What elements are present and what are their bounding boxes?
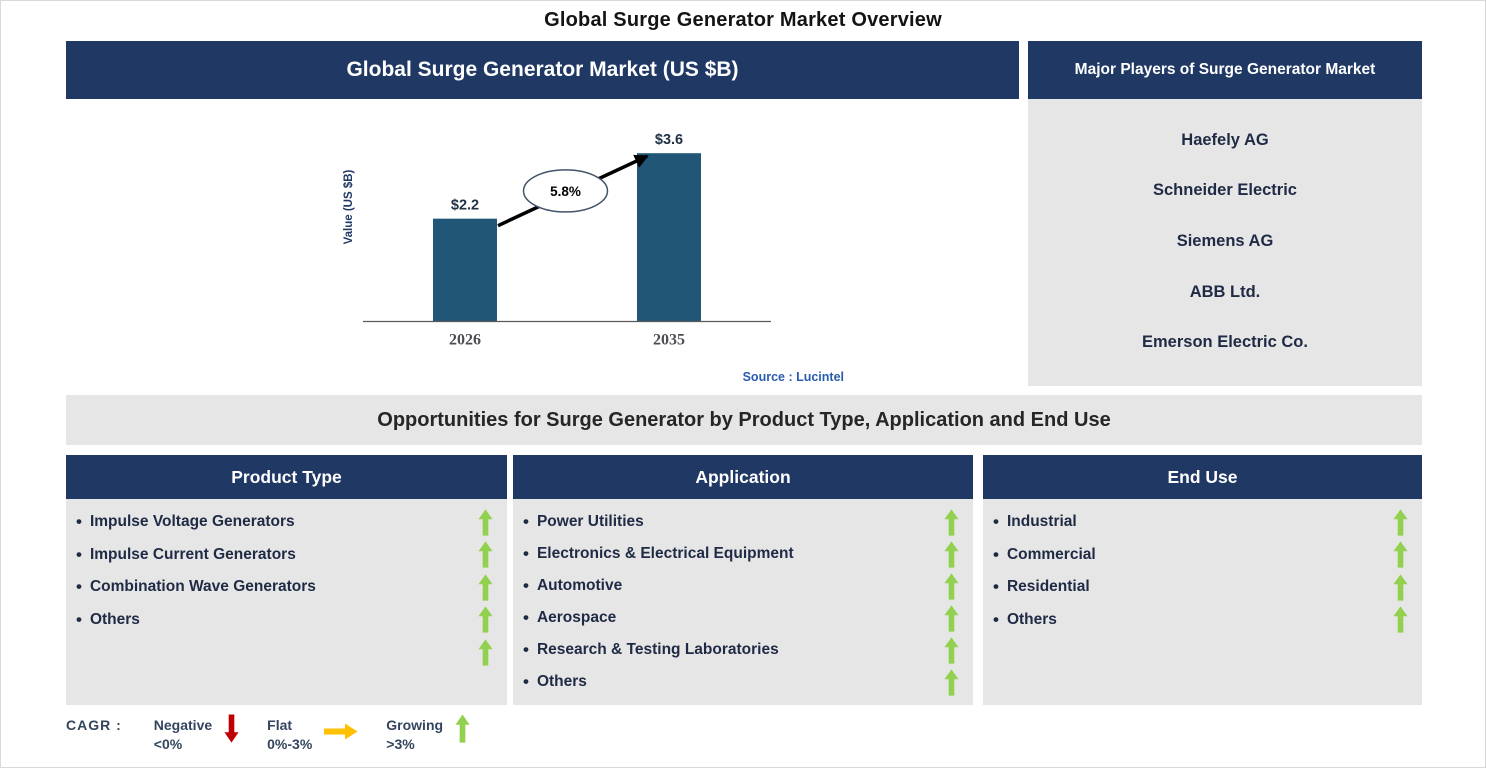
opportunities-banner: Opportunities for Surge Generator by Pro… — [66, 395, 1422, 445]
application-header: Application — [513, 455, 973, 499]
legend-entry-text: Negative <0% — [154, 713, 212, 754]
legend-entry-text: Growing >3% — [386, 713, 443, 754]
major-players-list: Haefely AG Schneider Electric Siemens AG… — [1028, 99, 1422, 386]
up-arrow-icon — [1393, 571, 1408, 604]
legend-entry-flat: Flat 0%-3% — [267, 713, 358, 754]
list-item: Automotive — [523, 570, 794, 602]
product-type-header: Product Type — [66, 455, 507, 499]
cagr-legend: CAGR : Negative <0% Flat 0%-3% Growing >… — [66, 713, 498, 754]
end-use-header: End Use — [983, 455, 1422, 499]
bar-value-label: $3.6 — [655, 132, 683, 148]
list-item: Power Utilities — [523, 506, 794, 538]
up-arrow-icon — [478, 539, 493, 572]
up-arrow-icon — [944, 602, 959, 634]
cagr-bubble — [522, 169, 609, 213]
major-players-header: Major Players of Surge Generator Market — [1028, 41, 1422, 99]
list-item: Others — [76, 604, 316, 637]
up-arrow-icon — [944, 666, 959, 698]
x-axis-tick-label: 2026 — [449, 332, 481, 349]
list-item: Combination Wave Generators — [76, 571, 316, 604]
up-arrow-icon — [944, 634, 959, 666]
up-arrow-icon — [1393, 604, 1408, 637]
right-arrow-icon — [324, 713, 358, 745]
bar-2026 — [433, 218, 497, 322]
list-item: Others — [993, 604, 1096, 637]
product-type-arrows — [478, 506, 493, 698]
up-arrow-icon — [1393, 506, 1408, 539]
list-item: Aerospace — [523, 602, 794, 634]
list-item: ABB Ltd. — [1189, 282, 1261, 301]
legend-entry-name: Negative — [153, 717, 213, 733]
major-players-header-label: Major Players of Surge Generator Market — [1074, 61, 1376, 78]
list-item: Residential — [993, 571, 1096, 604]
up-arrow-icon — [944, 538, 959, 570]
market-panel-header-label: Global Surge Generator Market (US $B) — [346, 58, 739, 81]
up-arrow-icon — [478, 506, 493, 539]
legend-entry-range: 0%-3% — [267, 736, 313, 752]
source-note: Source : Lucintel — [743, 370, 844, 384]
opportunities-banner-label: Opportunities for Surge Generator by Pro… — [377, 408, 1111, 431]
x-axis-tick-label: 2035 — [653, 332, 685, 349]
y-axis-label: Value (US $B) — [343, 169, 355, 244]
list-item: Emerson Electric Co. — [1142, 333, 1308, 352]
up-arrow-icon — [1393, 539, 1408, 572]
bar-2035 — [637, 153, 701, 322]
up-arrow-icon — [944, 506, 959, 538]
product-type-items: Impulse Voltage Generators Impulse Curre… — [76, 506, 316, 698]
down-arrow-icon — [224, 713, 239, 749]
list-item: Electronics & Electrical Equipment — [523, 538, 794, 570]
up-arrow-icon — [478, 571, 493, 604]
end-use-items: Industrial Commercial Residential Others — [993, 506, 1096, 698]
list-item: Commercial — [993, 539, 1096, 572]
list-item: Impulse Current Generators — [76, 539, 316, 572]
market-bar-chart: Value (US $B) $2.2 2026 $3.6 2035 5.8% Source … — [66, 99, 1019, 391]
up-arrow-icon — [478, 604, 493, 637]
legend-entry-name: Growing — [386, 717, 444, 733]
end-use-body: Industrial Commercial Residential Others — [983, 499, 1422, 705]
bar-value-label: $2.2 — [451, 198, 479, 214]
up-arrow-icon — [478, 636, 493, 669]
legend-entry-text: Flat 0%-3% — [267, 713, 312, 754]
list-item: Impulse Voltage Generators — [76, 506, 316, 539]
product-type-body: Impulse Voltage Generators Impulse Curre… — [66, 499, 507, 705]
up-arrow-icon — [455, 713, 470, 749]
list-item: Siemens AG — [1176, 231, 1274, 250]
list-item: Haefely AG — [1181, 130, 1269, 149]
legend-entry-range: <0% — [153, 736, 183, 752]
list-item: Others — [523, 666, 794, 698]
cagr-legend-label: CAGR : — [66, 717, 122, 733]
legend-entry-name: Flat — [267, 717, 293, 733]
list-item: Research & Testing Laboratories — [523, 634, 794, 666]
product-type-panel: Product Type Impulse Voltage Generators … — [66, 455, 507, 705]
application-panel: Application Power Utilities Electronics … — [513, 455, 973, 705]
list-item: Schneider Electric — [1153, 181, 1297, 200]
application-body: Power Utilities Electronics & Electrical… — [513, 499, 973, 705]
end-use-arrows — [1393, 506, 1408, 698]
page-title: Global Surge Generator Market Overview — [544, 9, 942, 31]
legend-entry-growing: Growing >3% — [386, 713, 470, 754]
end-use-panel: End Use Industrial Commercial Residentia… — [983, 455, 1422, 705]
application-items: Power Utilities Electronics & Electrical… — [523, 506, 794, 698]
market-chart-svg: Value (US $B) $2.2 2026 $3.6 2035 5.8% Source … — [343, 132, 844, 384]
list-item: Industrial — [993, 506, 1096, 539]
application-arrows — [944, 506, 959, 698]
up-arrow-icon — [944, 570, 959, 602]
legend-entry-negative: Negative <0% — [154, 713, 239, 754]
market-panel-header: Global Surge Generator Market (US $B) — [66, 41, 1019, 99]
cagr-value: 5.8% — [550, 184, 581, 199]
legend-entry-range: >3% — [386, 736, 415, 752]
